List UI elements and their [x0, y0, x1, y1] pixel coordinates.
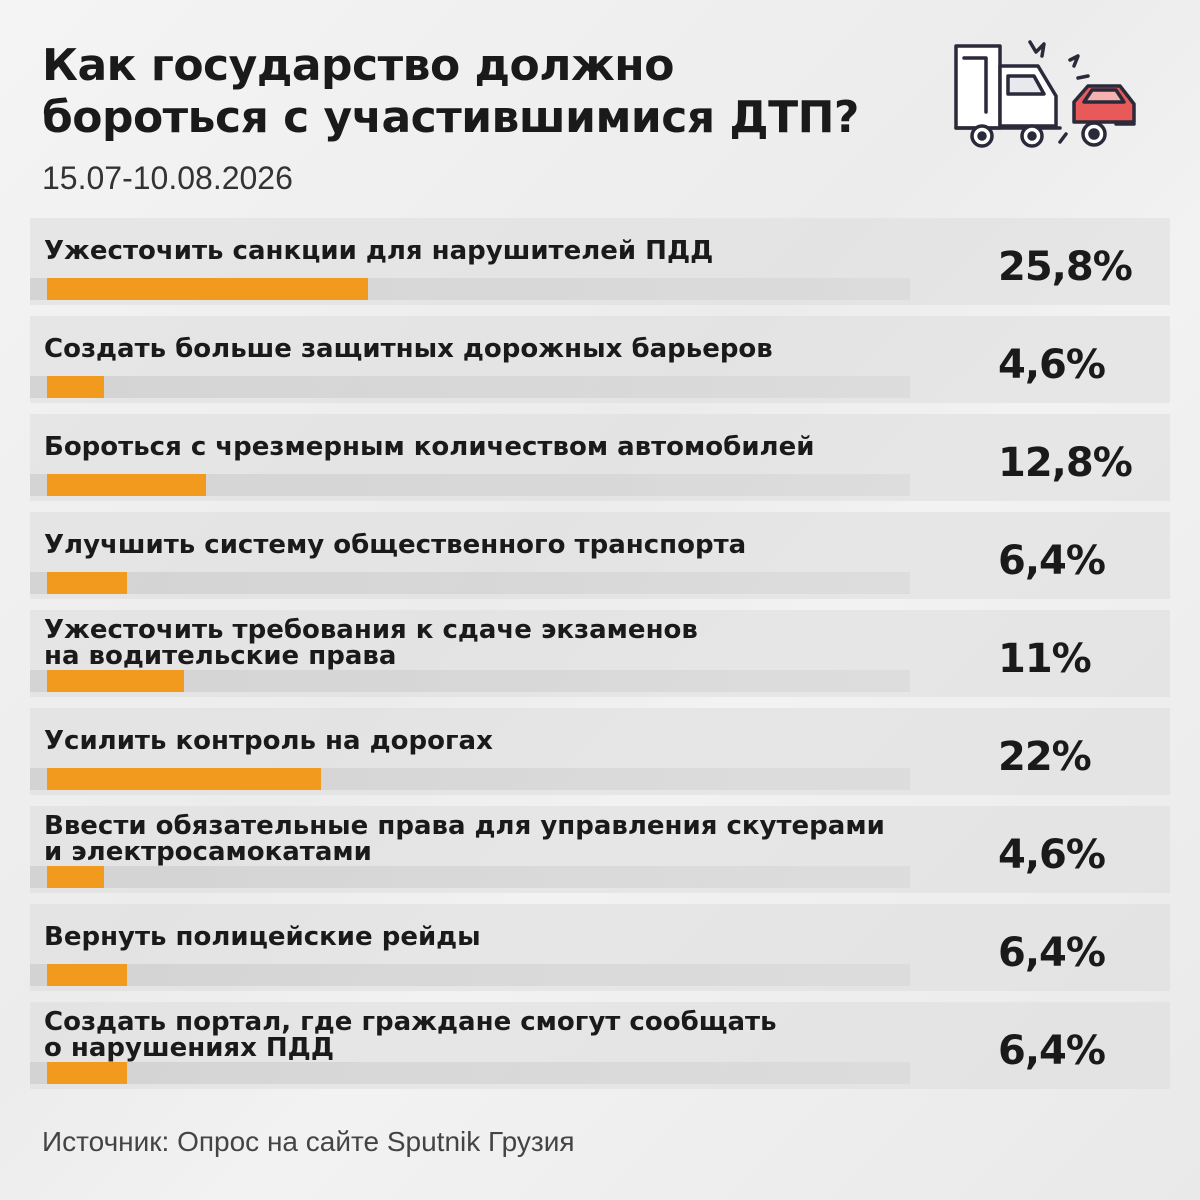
- category-label: Бороться с чрезмерным количеством автомо…: [44, 434, 974, 460]
- bar-row: Ужесточить требования к сдаче экзаменов н…: [30, 610, 1170, 697]
- category-label: Создать больше защитных дорожных барьеро…: [44, 336, 974, 362]
- bar-track: [30, 376, 910, 398]
- category-label-line: Вернуть полицейские рейды: [44, 922, 481, 952]
- bar: [47, 474, 206, 496]
- value-label: 4,6%: [998, 832, 1106, 878]
- source-note: Источник: Опрос на сайте Sputnik Грузия: [42, 1126, 575, 1157]
- category-label-line: и электросамокатами: [44, 837, 372, 867]
- category-label-line: Бороться с чрезмерным количеством автомо…: [44, 432, 815, 462]
- bar-track: [30, 1062, 910, 1084]
- bar-track: [30, 474, 910, 496]
- category-label-line: Ужесточить требования к сдаче экзаменов: [44, 615, 698, 645]
- bar-track: [30, 964, 910, 986]
- value-label: 6,4%: [998, 930, 1106, 976]
- bar: [47, 278, 368, 300]
- bar-row: Вернуть полицейские рейды 6,4%: [30, 904, 1170, 991]
- bar: [47, 1062, 127, 1084]
- category-label: Усилить контроль на дорогах: [44, 728, 974, 754]
- truck-car-crash-icon: [952, 38, 1152, 158]
- value-label: 4,6%: [998, 342, 1106, 388]
- date-range: 15.07-10.08.2026: [42, 160, 293, 196]
- bar: [47, 768, 321, 790]
- bar-row: Улучшить систему общественного транспорт…: [30, 512, 1170, 599]
- truck-car-crash-svg: [954, 40, 1136, 148]
- bar-row: Создать портал, где граждане смогут сооб…: [30, 1002, 1170, 1089]
- bar-row: Усилить контроль на дорогах 22%: [30, 708, 1170, 795]
- category-label-line: на водительские права: [44, 641, 397, 671]
- bar: [47, 376, 104, 398]
- value-label: 6,4%: [998, 538, 1106, 584]
- bar-row: Бороться с чрезмерным количеством автомо…: [30, 414, 1170, 501]
- bar-row: Создать больше защитных дорожных барьеро…: [30, 316, 1170, 403]
- bar-chart: Ужесточить санкции для нарушителей ПДД 25…: [30, 218, 1170, 1100]
- chart-title: Как государство должно бороться с участи…: [42, 40, 942, 144]
- bar-row: Ввести обязательные права для управления…: [30, 806, 1170, 893]
- bar: [47, 670, 184, 692]
- value-label: 12,8%: [998, 440, 1133, 486]
- bar-track: [30, 572, 910, 594]
- value-label: 11%: [998, 636, 1092, 682]
- bar: [47, 572, 127, 594]
- category-label: Улучшить систему общественного транспорт…: [44, 532, 974, 558]
- category-label-line: Ужесточить санкции для нарушителей ПДД: [44, 236, 714, 266]
- bar-row: Ужесточить санкции для нарушителей ПДД 25…: [30, 218, 1170, 305]
- category-label: Ужесточить требования к сдаче экзаменов н…: [44, 617, 974, 669]
- category-label-line: Усилить контроль на дорогах: [44, 726, 493, 756]
- category-label-line: Создать больше защитных дорожных барьеро…: [44, 334, 773, 364]
- title-line-1: Как государство должно: [42, 40, 674, 91]
- bar: [47, 866, 104, 888]
- category-label: Ввести обязательные права для управления…: [44, 813, 974, 865]
- title-line-2: бороться с участившимися ДТП?: [42, 92, 859, 143]
- value-label: 6,4%: [998, 1028, 1106, 1074]
- bar: [47, 964, 127, 986]
- category-label: Ужесточить санкции для нарушителей ПДД: [44, 238, 974, 264]
- bar-track: [30, 866, 910, 888]
- category-label: Вернуть полицейские рейды: [44, 924, 974, 950]
- category-label-line: о нарушениях ПДД: [44, 1033, 334, 1063]
- category-label-line: Ввести обязательные права для управления…: [44, 811, 885, 841]
- bar-track: [30, 670, 910, 692]
- category-label-line: Улучшить систему общественного транспорт…: [44, 530, 747, 560]
- value-label: 22%: [998, 734, 1092, 780]
- value-label: 25,8%: [998, 244, 1133, 290]
- category-label-line: Создать портал, где граждане смогут сооб…: [44, 1007, 777, 1037]
- category-label: Создать портал, где граждане смогут сооб…: [44, 1009, 974, 1061]
